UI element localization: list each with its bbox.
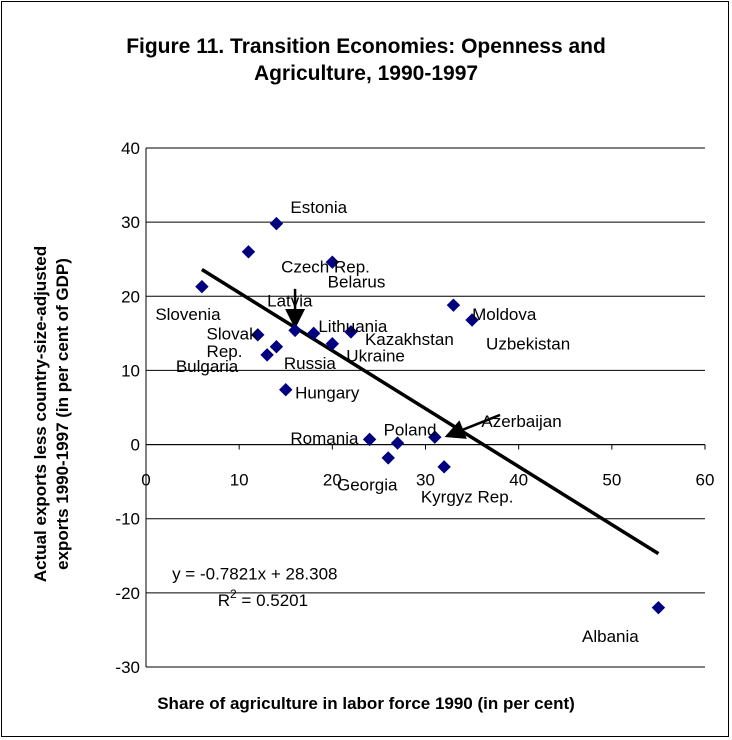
x-axis-label: Share of agriculture in labor force 1990… [157,694,575,713]
x-tick-label: 20 [323,471,342,490]
y-tick-label: -30 [115,658,140,677]
data-point [428,430,442,444]
x-tick-label: 10 [230,471,249,490]
annotation-arrow [444,413,501,439]
data-point [325,337,340,351]
chart-title-line2: Agriculture, 1990-1997 [253,62,479,85]
data-point [465,313,479,327]
point-label: Albania [582,627,639,646]
data-point [269,216,284,231]
point-label: Belarus [328,272,386,291]
point-label: Russia [284,354,337,373]
point-label: Latvia [267,292,313,311]
point-label: Kyrgyz Rep. [421,487,514,506]
point-label: Georgia [337,476,398,495]
point-label: Moldova [472,305,537,324]
x-tick-label: 0 [141,471,150,490]
trendline-equation: y = -0.7821x + 28.308 [172,565,337,584]
data-point [390,436,405,450]
point-label: Azerbaijan [481,412,561,431]
y-tick-label: 0 [131,436,140,455]
data-point [446,298,461,312]
y-tick-label: 20 [121,287,140,306]
chart-title-line1: Figure 11. Transition Economies: Opennes… [126,35,606,58]
x-tick-label: 40 [509,471,528,490]
point-label: Romania [290,429,359,448]
y-tick-label: 40 [121,139,140,158]
y-tick-label: 30 [121,213,140,232]
point-label: Hungary [295,384,360,403]
data-point [288,323,302,338]
x-tick-label: 60 [696,471,715,490]
data-point [260,348,274,362]
y-tick-label: 10 [121,361,140,380]
point-label: Lithuania [318,317,388,336]
data-point [344,325,358,339]
chart-title: Figure 11. Transition Economies: Opennes… [0,33,732,87]
point-label: Poland [384,421,437,440]
data-point [251,328,265,342]
point-label: Kazakhstan [365,330,454,349]
point-label: Bulgaria [176,357,239,376]
x-tick-label: 50 [602,471,621,490]
data-point [195,279,209,294]
data-point [241,245,256,259]
point-label: Rep. [207,342,243,361]
data-point [437,460,451,474]
data-point [325,255,340,269]
y-tick-label: -20 [115,584,140,603]
trendline [200,267,660,556]
data-point [306,326,321,341]
y-tick-label: -10 [115,510,140,529]
point-label: Uzbekistan [486,335,570,354]
data-point [381,451,395,465]
x-tick-label: 30 [416,471,435,490]
data-point [362,432,377,447]
point-label: Estonia [290,198,347,217]
point-label: Slovak [207,324,259,343]
r-squared: R2 = 0.5201 [218,587,308,610]
data-point [279,382,293,397]
point-label: Slovenia [155,305,221,324]
data-point [651,600,666,615]
data-point [269,339,284,354]
point-label: Czech Rep. [281,258,370,277]
point-label: Ukraine [346,347,405,366]
